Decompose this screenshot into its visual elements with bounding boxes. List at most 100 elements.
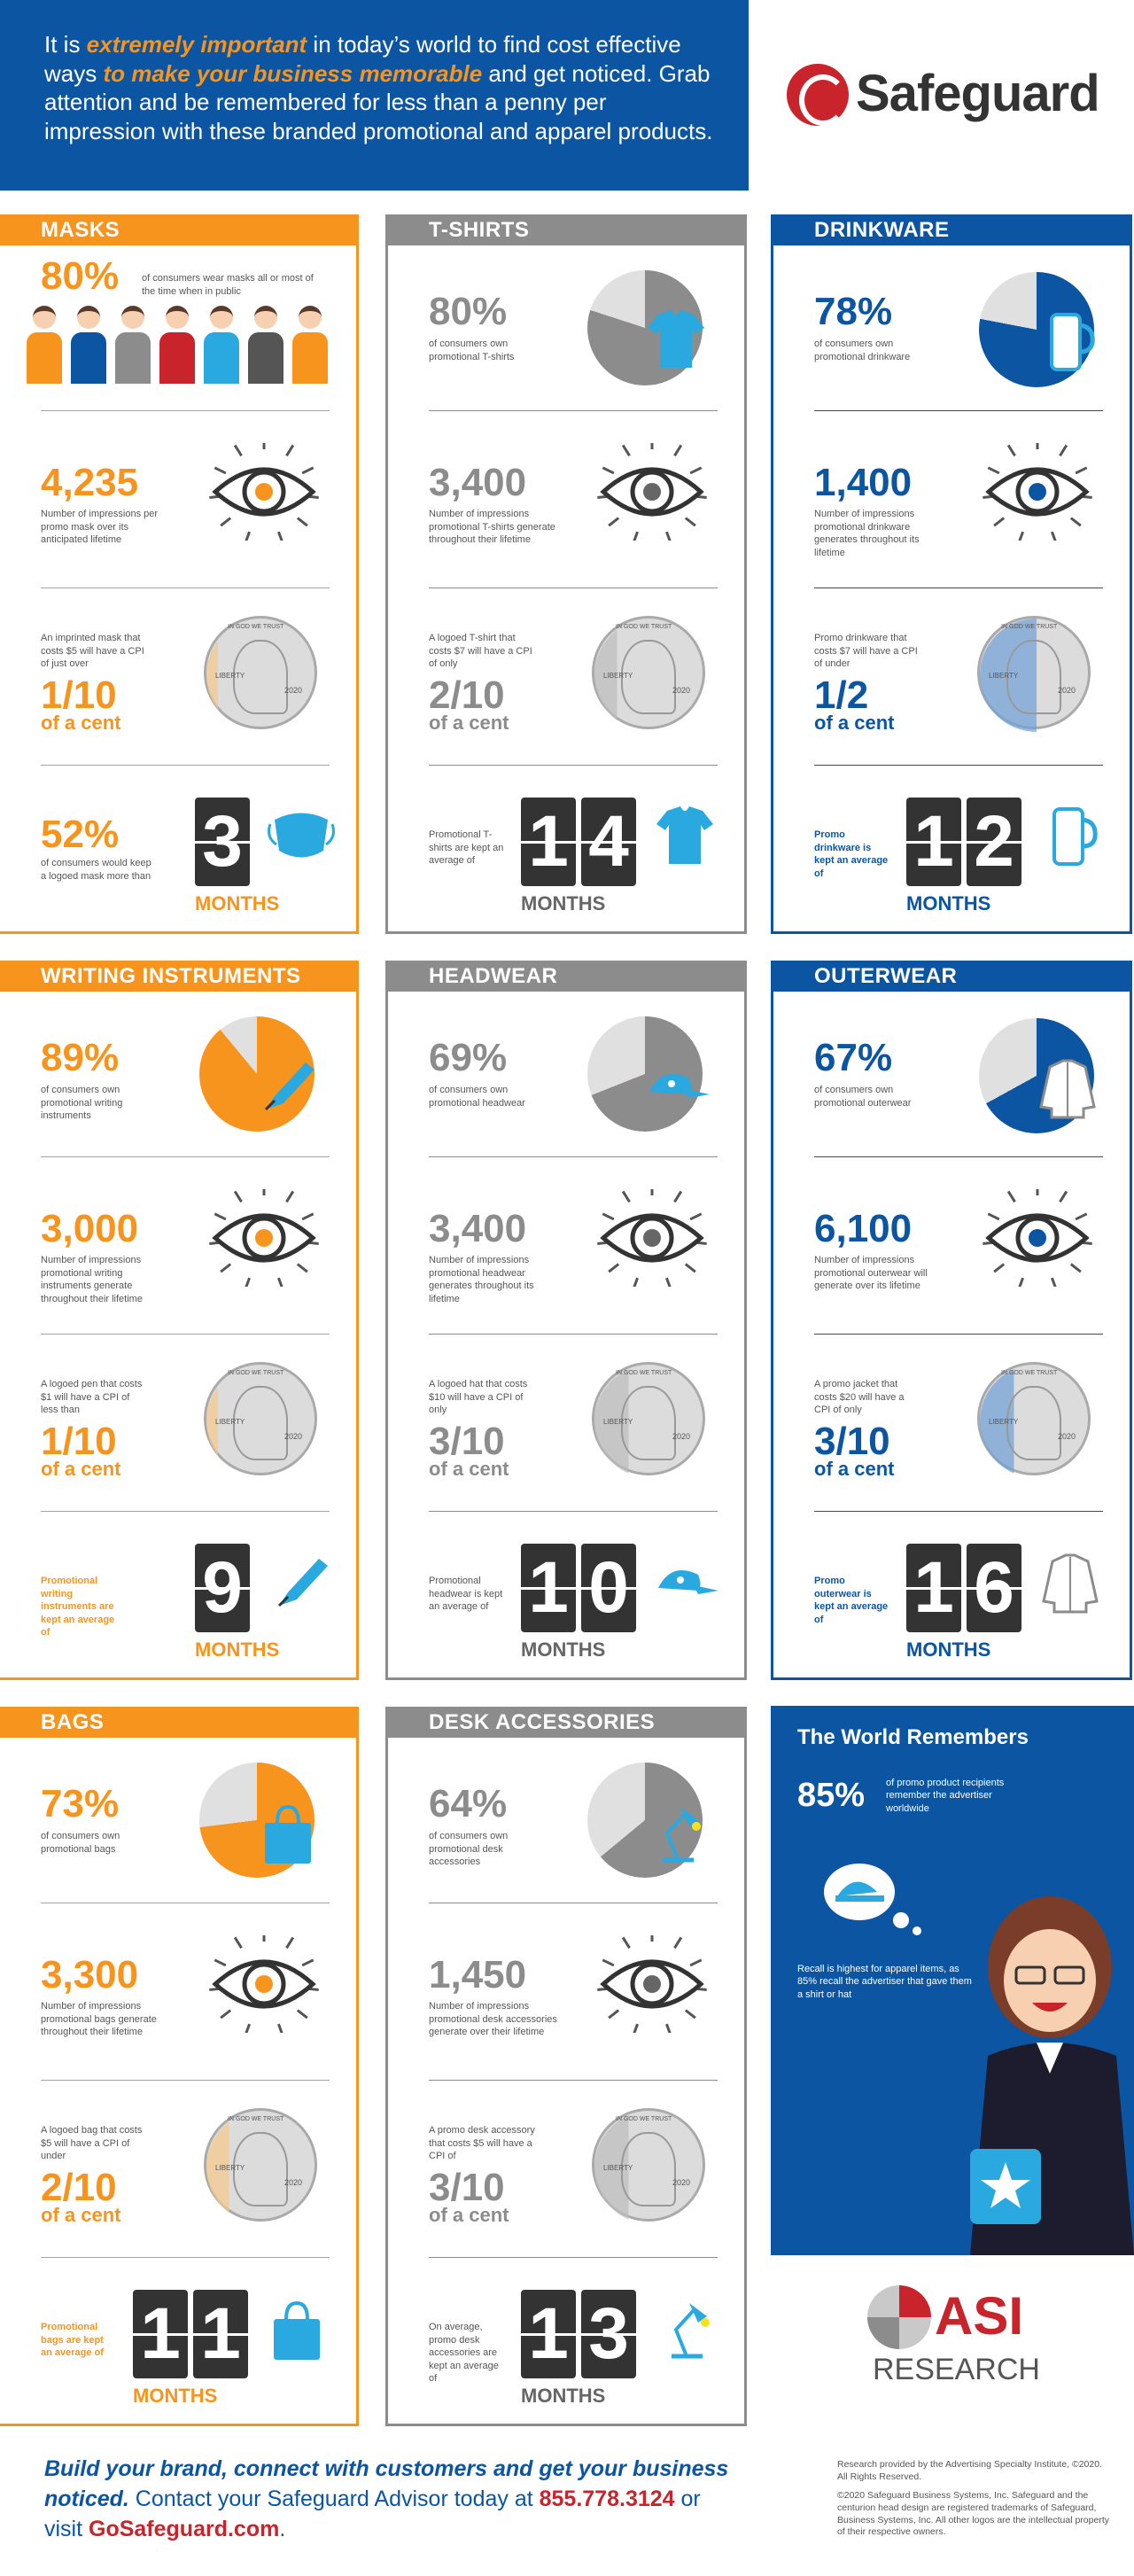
month-digit: 9 <box>195 1544 250 1632</box>
impressions-number: 1,400 <box>814 461 913 504</box>
eye-icon <box>209 443 319 541</box>
panel-title: T-SHIRTS <box>388 217 744 245</box>
lamp-icon <box>663 1807 701 1863</box>
person-figure-icon <box>71 306 106 385</box>
logo-wordmark: Safeguard <box>856 65 1100 122</box>
month-digit: 2 <box>967 798 1021 886</box>
footer-text: Contact your Safeguard Advisor today at <box>128 2486 540 2511</box>
penny-year: 2020 <box>672 686 690 695</box>
world-pct-text: of promo product recipients remember the… <box>886 1778 1005 1814</box>
tumbler-icon <box>1052 807 1098 866</box>
month-digit: 3 <box>581 2290 636 2378</box>
footer-website-link[interactable]: GoSafeguard.com <box>89 2516 280 2541</box>
month-digit: 1 <box>521 1544 576 1632</box>
footer-headline: Build your brand, connect with customers… <box>44 2456 729 2511</box>
cost-description: A promo desk accessory that costs $5 wil… <box>429 2125 535 2162</box>
centurion-head-icon <box>787 64 849 126</box>
cpi-unit: of a cent <box>814 1458 895 1480</box>
eye-icon <box>209 1935 319 2033</box>
cpi-fraction: 3/10 <box>429 2166 505 2209</box>
cpi-unit: of a cent <box>429 1458 509 1480</box>
impressions-description: Number of impressions promotional outerw… <box>814 1255 928 1292</box>
mask-icon <box>268 813 335 858</box>
cpi-fraction: 3/10 <box>429 1420 505 1463</box>
retention-description: Promotional T-shirts are kept an average… <box>429 829 504 867</box>
section-divider <box>814 765 1103 766</box>
person-figure-icon <box>292 306 328 385</box>
impressions-description: Number of impressions promotional desk a… <box>429 2001 557 2038</box>
months-label: MONTHS <box>521 1638 606 1661</box>
panel-headwear: HEADWEAR 69% of consumers own promotional … <box>385 961 747 1680</box>
footer-phone[interactable]: 855.778.3124 <box>539 2486 675 2511</box>
cpi-unit: of a cent <box>429 712 509 734</box>
panel-desk-accessories: DESK ACCESSORIES 64% of consumers own prom… <box>385 1707 747 2426</box>
impressions-number: 3,300 <box>41 1953 139 1996</box>
ownership-pie-chart <box>587 1763 703 1878</box>
impressions-description: Number of impressions promotional T-shir… <box>429 509 555 546</box>
eye-icon <box>597 1935 707 2033</box>
percent-stat: 78% <box>814 290 893 333</box>
eye-icon <box>983 443 1092 541</box>
intro-text-1: It is <box>44 31 87 58</box>
woman-illustration-icon <box>970 1896 1134 2255</box>
penny-year: 2020 <box>672 1432 690 1441</box>
cost-description: A logoed bag that costs $5 will have a C… <box>41 2125 143 2162</box>
lincoln-profile-icon <box>233 640 288 714</box>
people-in-masks-illustration <box>27 306 337 385</box>
penny-motto: IN GOD WE TRUST <box>228 1370 284 1376</box>
research-credit: Research provided by the Advertising Spe… <box>837 2459 1102 2482</box>
percent-description: of consumers own promotional desk access… <box>429 1831 509 1868</box>
section-divider <box>41 410 330 411</box>
section-divider <box>814 1156 1103 1157</box>
percent-description: of consumers own promotional outerwear <box>814 1085 912 1109</box>
month-digit: 1 <box>133 2290 188 2378</box>
fine-print: Research provided by the Advertising Spe… <box>837 2459 1112 2539</box>
panel-writing-instruments: WRITING INSTRUMENTS 89% of consumers own p… <box>0 961 359 1680</box>
percent-description: of consumers own promotional bags <box>41 1831 120 1855</box>
penny-motto: IN GOD WE TRUST <box>1001 624 1058 630</box>
panel-outerwear: OUTERWEAR 67% of consumers own promotional… <box>771 961 1132 1680</box>
penny-coin-icon: LIBERTY 2020 IN GOD WE TRUST <box>204 616 320 732</box>
world-title: The World Remembers <box>797 1725 1029 1749</box>
penny-motto: IN GOD WE TRUST <box>616 1370 672 1376</box>
percent-stat: 80% <box>429 290 508 333</box>
month-digit: 1 <box>906 798 961 886</box>
person-figure-icon <box>159 306 195 385</box>
footer-text-3: . <box>279 2516 286 2541</box>
impressions-description: Number of impressions promotional drinkw… <box>814 509 920 558</box>
retention-description: Promotional bags are kept an average of <box>41 2322 104 2359</box>
person-figure-icon <box>248 306 284 385</box>
months-label: MONTHS <box>521 2385 606 2407</box>
cpi-unit: of a cent <box>41 712 121 734</box>
penny-year: 2020 <box>284 1432 302 1441</box>
section-divider <box>41 765 330 766</box>
cost-description: A logoed hat that costs $10 will have a … <box>429 1379 528 1416</box>
cpi-fraction: 2/10 <box>41 2166 117 2209</box>
penny-liberty-text: LIBERTY <box>215 672 245 680</box>
percent-stat: 80% <box>41 254 120 298</box>
trademark-notice: ©2020 Safeguard Business Systems, Inc. S… <box>837 2490 1109 2538</box>
month-digit: 3 <box>195 798 250 886</box>
month-digit: 1 <box>521 798 576 886</box>
cpi-unit: of a cent <box>41 1458 121 1480</box>
month-digit: 4 <box>581 798 636 886</box>
penny-year: 2020 <box>284 2178 302 2187</box>
section-divider <box>429 1156 718 1157</box>
section-divider <box>41 2080 330 2081</box>
impressions-description: Number of impressions per promo mask ove… <box>41 509 159 546</box>
cap-icon <box>649 1074 710 1098</box>
panel-title: DESK ACCESSORIES <box>388 1709 744 1738</box>
month-digit: 6 <box>967 1544 1021 1632</box>
safeguard-logo: Safeguard <box>787 58 1123 138</box>
pen-icon <box>264 1062 315 1111</box>
months-label: MONTHS <box>906 892 991 914</box>
retention-description: Promotional writing instruments are kept… <box>41 1576 115 1638</box>
ownership-pie-chart <box>587 270 704 385</box>
section-divider <box>814 410 1103 411</box>
thought-bubble-icon <box>824 1864 921 1935</box>
panel-title: MASKS <box>0 217 356 245</box>
cpi-fraction: 1/2 <box>814 673 869 717</box>
pen-icon <box>277 1559 328 1607</box>
penny-liberty-text: LIBERTY <box>215 2164 245 2172</box>
penny-liberty-text: LIBERTY <box>603 2164 633 2172</box>
